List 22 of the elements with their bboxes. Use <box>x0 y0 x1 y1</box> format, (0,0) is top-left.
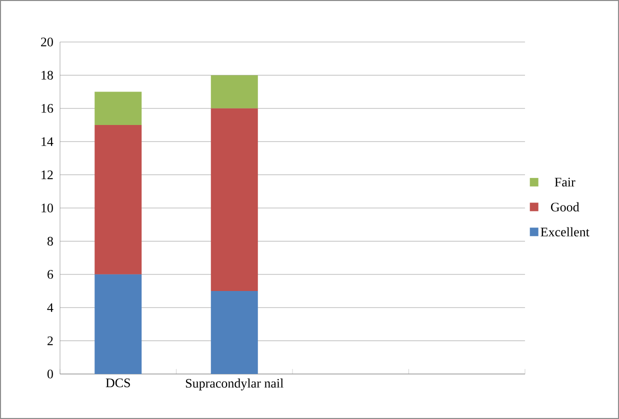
x-tick-label: Supracondylar nail <box>186 378 284 390</box>
y-tick-label: 12 <box>42 170 53 180</box>
y-tick-label: 8 <box>47 236 53 246</box>
x-tick-label: DCS <box>106 378 130 388</box>
bar <box>94 274 142 374</box>
y-tick-label: 10 <box>42 204 53 212</box>
y-tick-label: 14 <box>42 137 54 146</box>
bar <box>210 291 258 374</box>
legend-label: Good <box>550 202 580 212</box>
bar <box>210 75 258 108</box>
bar <box>94 124 142 274</box>
y-tick-label: 2 <box>48 336 53 346</box>
y-tick-label: 6 <box>48 270 54 279</box>
legend-label: Fair <box>554 178 576 186</box>
y-tick-label: 16 <box>42 104 54 113</box>
bar <box>210 108 258 291</box>
y-tick-label: 18 <box>42 70 53 80</box>
y-tick-label: 20 <box>41 38 53 46</box>
legend-label: Excellent <box>540 227 590 236</box>
bar <box>94 92 142 125</box>
y-tick-label: 0 <box>47 370 53 378</box>
y-tick-label: 4 <box>47 303 54 312</box>
